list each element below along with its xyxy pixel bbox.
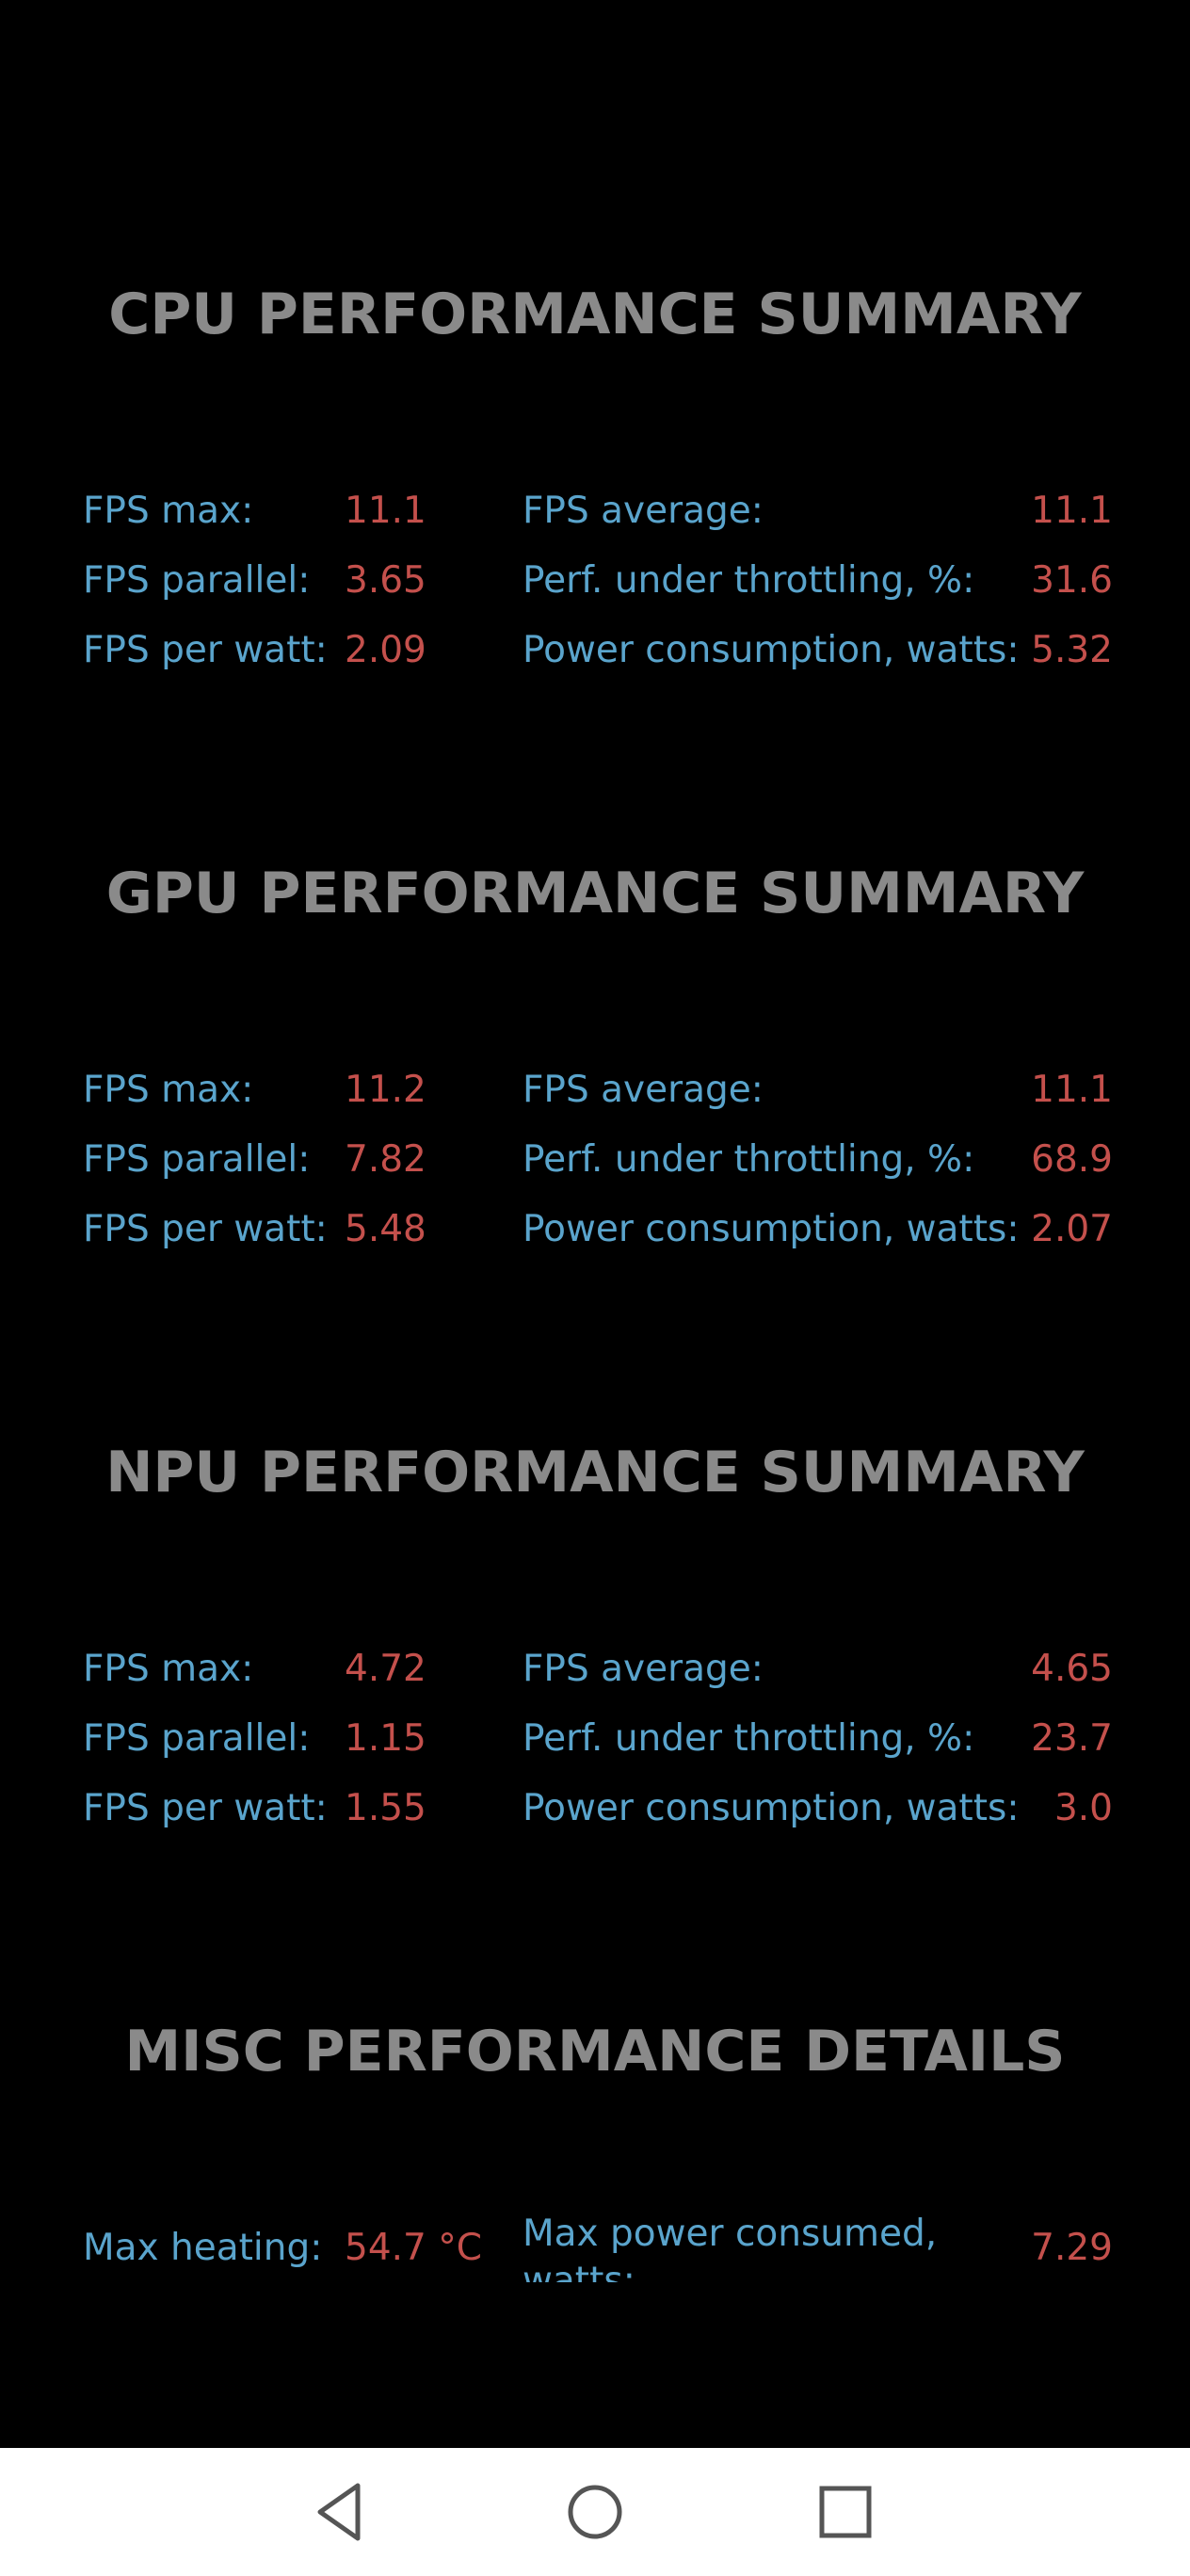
misc-row-1: Max heating: 54.7 °C 7.29	[0, 2220, 1190, 2277]
cpu-fps-average-label: FPS average:	[523, 490, 764, 532]
gpu-fps-parallel-label: FPS parallel:	[83, 1138, 311, 1181]
recents-square-icon[interactable]	[808, 2474, 883, 2550]
gpu-row-2: FPS parallel: 7.82 Perf. under throttlin…	[0, 1132, 1190, 1188]
cpu-fps-average-value: 11.1	[1031, 490, 1113, 532]
misc-details-title: MISC PERFORMANCE DETAILS	[124, 2019, 1066, 2085]
npu-fps-per-watt-value: 1.55	[345, 1787, 426, 1829]
npu-fps-parallel-value: 1.15	[345, 1717, 426, 1760]
cpu-fps-max-value: 11.1	[345, 490, 426, 532]
max-power-consumed-value: 7.29	[1031, 2227, 1113, 2269]
npu-fps-max-value: 4.72	[345, 1648, 426, 1690]
cpu-fps-parallel-value: 3.65	[345, 559, 426, 602]
gpu-power-label: Power consumption, watts:	[523, 1208, 1020, 1250]
gpu-row-1: FPS max: 11.2 FPS average: 11.1	[0, 1062, 1190, 1119]
cpu-row-2: FPS parallel: 3.65 Perf. under throttlin…	[0, 553, 1190, 609]
npu-fps-average-label: FPS average:	[523, 1648, 764, 1690]
gpu-fps-average-label: FPS average:	[523, 1069, 764, 1111]
max-heating-value: 54.7 °C	[345, 2227, 482, 2269]
npu-throttling-label: Perf. under throttling, %:	[523, 1717, 975, 1760]
cpu-power-value: 5.32	[1031, 629, 1113, 671]
cpu-fps-max-label: FPS max:	[83, 490, 254, 532]
max-heating-label: Max heating:	[83, 2227, 323, 2269]
cpu-throttling-value: 31.6	[1031, 559, 1113, 602]
gpu-fps-max-value: 11.2	[345, 1069, 426, 1111]
gpu-fps-max-label: FPS max:	[83, 1069, 254, 1111]
npu-fps-max-label: FPS max:	[83, 1648, 254, 1690]
cpu-fps-parallel-label: FPS parallel:	[83, 559, 311, 602]
gpu-throttling-label: Perf. under throttling, %:	[523, 1138, 975, 1181]
gpu-throttling-value: 68.9	[1031, 1138, 1113, 1181]
gpu-fps-parallel-value: 7.82	[345, 1138, 426, 1181]
cpu-row-3: FPS per watt: 2.09 Power consumption, wa…	[0, 622, 1190, 679]
home-circle-icon[interactable]	[557, 2474, 633, 2550]
npu-fps-average-value: 4.65	[1031, 1648, 1113, 1690]
npu-row-2: FPS parallel: 1.15 Perf. under throttlin…	[0, 1711, 1190, 1767]
npu-power-value: 3.0	[1053, 1787, 1113, 1829]
max-power-consumed-label: Max power consumed, watts:	[523, 2213, 938, 2282]
cpu-fps-per-watt-value: 2.09	[345, 629, 426, 671]
cpu-row-1: FPS max: 11.1 FPS average: 11.1	[0, 483, 1190, 539]
system-navigation-bar	[0, 2448, 1190, 2576]
gpu-fps-per-watt-value: 5.48	[345, 1208, 426, 1250]
npu-row-1: FPS max: 4.72 FPS average: 4.65	[0, 1641, 1190, 1698]
npu-fps-parallel-label: FPS parallel:	[83, 1717, 311, 1760]
gpu-power-value: 2.07	[1031, 1208, 1113, 1250]
gpu-fps-average-value: 11.1	[1031, 1069, 1113, 1111]
npu-power-label: Power consumption, watts:	[523, 1787, 1020, 1829]
cpu-throttling-label: Perf. under throttling, %:	[523, 559, 975, 602]
gpu-fps-per-watt-label: FPS per watt:	[83, 1208, 328, 1250]
benchmark-results-screen: CPU PERFORMANCE SUMMARY FPS max: 11.1 FP…	[0, 282, 1190, 2282]
npu-fps-per-watt-label: FPS per watt:	[83, 1787, 328, 1829]
cpu-power-label: Power consumption, watts:	[523, 629, 1020, 671]
back-triangle-icon[interactable]	[303, 2474, 378, 2550]
npu-summary-title: NPU PERFORMANCE SUMMARY	[105, 1440, 1085, 1505]
gpu-row-3: FPS per watt: 5.48 Power consumption, wa…	[0, 1201, 1190, 1258]
cpu-summary-title: CPU PERFORMANCE SUMMARY	[108, 282, 1082, 347]
npu-throttling-value: 23.7	[1031, 1717, 1113, 1760]
gpu-summary-title: GPU PERFORMANCE SUMMARY	[105, 861, 1085, 926]
cpu-fps-per-watt-label: FPS per watt:	[83, 629, 328, 671]
npu-row-3: FPS per watt: 1.55 Power consumption, wa…	[0, 1780, 1190, 1837]
